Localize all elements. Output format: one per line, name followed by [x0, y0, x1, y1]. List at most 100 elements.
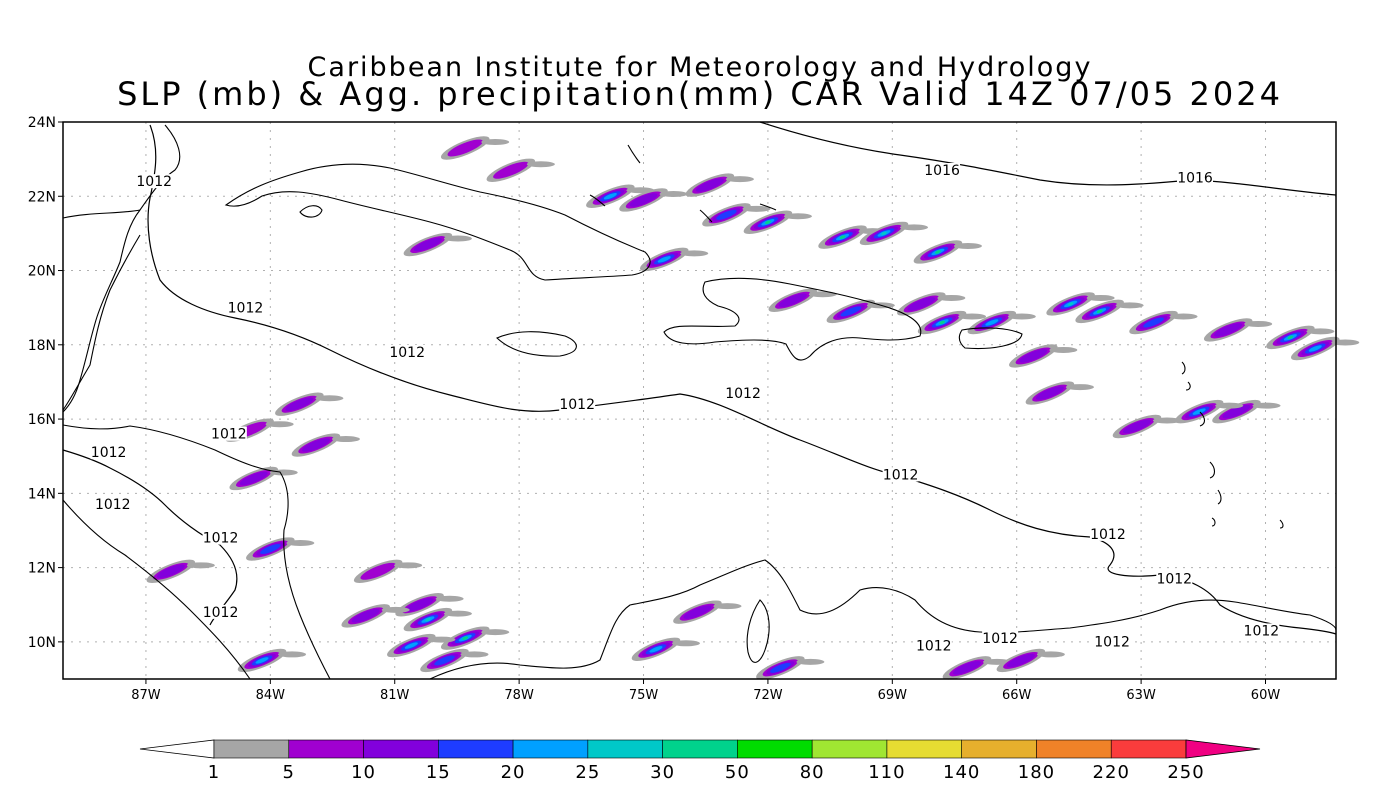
isobar-label-bg — [725, 385, 762, 400]
isobar-label: 1012 — [95, 497, 131, 513]
precip-shade-15 — [716, 209, 737, 220]
precip-streak — [1331, 339, 1360, 346]
coastlines — [62, 124, 1337, 680]
colorbar-swatch — [662, 739, 738, 759]
lat-tick-label: 16N — [28, 412, 56, 428]
colorbar-swatch — [587, 739, 663, 759]
precip-streak — [1007, 313, 1036, 320]
colorbar-label: 5 — [283, 762, 295, 783]
precip-streak — [1115, 302, 1144, 309]
precip-cell — [685, 173, 735, 197]
precipitation-layer — [146, 136, 1360, 680]
isobar-label: 1012 — [228, 300, 264, 316]
precip-cell — [246, 537, 295, 561]
jamaica-coastline — [496, 331, 577, 357]
isobar-label: 1012 — [203, 605, 239, 621]
isobar-label-bg — [1177, 170, 1214, 185]
bahamas-islands — [589, 144, 777, 223]
isobar-label: 1012 — [1094, 635, 1130, 651]
precip-shade-30 — [935, 250, 941, 254]
lon-tick-label: 75W — [629, 688, 659, 703]
precip-cell — [341, 604, 390, 628]
colorbar-swatch — [1110, 739, 1187, 759]
precip-cell — [1291, 336, 1340, 361]
lon-tick-label: 87W — [131, 688, 161, 703]
isobar-label: 1012 — [389, 345, 425, 361]
precip-cell — [1025, 381, 1075, 405]
precip-streak — [1049, 346, 1078, 353]
precip-shade-25 — [425, 617, 431, 622]
precip-streak — [659, 190, 688, 197]
colorbar-label: 20 — [501, 762, 526, 783]
isobar-label-bg — [1094, 634, 1131, 649]
precip-shade-30 — [462, 636, 469, 640]
isobar-label-bg — [924, 162, 961, 177]
precip-cell — [640, 247, 689, 272]
precip-shade-25 — [1067, 302, 1074, 306]
isobar-label: 1016 — [1177, 170, 1213, 186]
precip-shade-10 — [952, 661, 981, 675]
precip-streak — [394, 562, 423, 569]
isobar-label: 1012 — [725, 386, 761, 402]
precip-streak — [713, 603, 742, 610]
precip-streak — [435, 595, 464, 602]
colorbar-label: 180 — [1018, 762, 1055, 783]
precip-streak — [427, 636, 456, 643]
title-line-1: Caribbean Institute for Meteorology and … — [307, 52, 1093, 83]
isobar-label: 1012 — [883, 467, 919, 483]
lake-maracaibo — [746, 599, 770, 663]
isobar-label: 1012 — [916, 638, 952, 654]
colorbar-label: 250 — [1167, 762, 1204, 783]
precip-streak — [1152, 417, 1181, 424]
isobar-label-bg — [1089, 526, 1126, 541]
isobar-label-bg — [1156, 571, 1193, 586]
precip-shade-5 — [447, 139, 483, 157]
precip-shade-15 — [770, 662, 791, 673]
lon-tick-label: 72W — [753, 688, 783, 703]
precip-cell — [818, 225, 867, 249]
isobar-1012-central-america — [62, 449, 238, 626]
isobar-label: 1012 — [1156, 571, 1192, 587]
isobar-label-bg — [882, 467, 919, 482]
lon-tick-label: 69W — [878, 688, 908, 703]
precip-streak — [958, 313, 987, 320]
precip-shade-15 — [1143, 317, 1164, 328]
lat-tick-label: 22N — [28, 189, 56, 205]
lat-tick-label: 14N — [28, 486, 56, 502]
precip-shade-20 — [1308, 345, 1322, 352]
precip-cell — [967, 310, 1017, 335]
lat-tick-label: 20N — [28, 264, 56, 280]
isobar-label: 1016 — [924, 163, 960, 179]
precip-cell — [440, 136, 490, 160]
precip-cell — [942, 656, 992, 680]
precip-streak — [315, 395, 344, 402]
lat-tick-label: 24N — [28, 115, 56, 131]
isobar-1016-north — [759, 121, 1337, 196]
colorbar-label: 30 — [650, 762, 675, 783]
lon-tick-label: 84W — [256, 688, 286, 703]
precip-streak — [1169, 313, 1198, 320]
precip-cell — [353, 559, 403, 584]
precip-cell — [631, 637, 681, 661]
lon-tick-label: 81W — [380, 688, 410, 703]
precip-shade-20 — [603, 193, 617, 200]
precip-streak — [742, 205, 771, 212]
isobar-label-bg — [136, 174, 173, 189]
precip-shade-30 — [939, 320, 945, 325]
map-frame — [62, 121, 1337, 680]
precip-shade-10 — [1122, 419, 1151, 434]
precip-streak — [443, 610, 472, 617]
precip-cell — [1009, 344, 1058, 368]
precip-cell — [1112, 414, 1162, 439]
isobar-label-bg — [915, 638, 952, 653]
isobar-label: 1012 — [203, 531, 239, 547]
precip-shade-15 — [434, 655, 455, 666]
precip-shade-10 — [683, 605, 712, 619]
isobar-label-bg — [94, 497, 131, 512]
precip-streak — [626, 187, 655, 194]
isobar-label: 1012 — [136, 174, 172, 190]
precip-streak — [900, 224, 929, 231]
colorbar-label: 140 — [943, 762, 980, 783]
colorbar-label: 25 — [575, 762, 600, 783]
